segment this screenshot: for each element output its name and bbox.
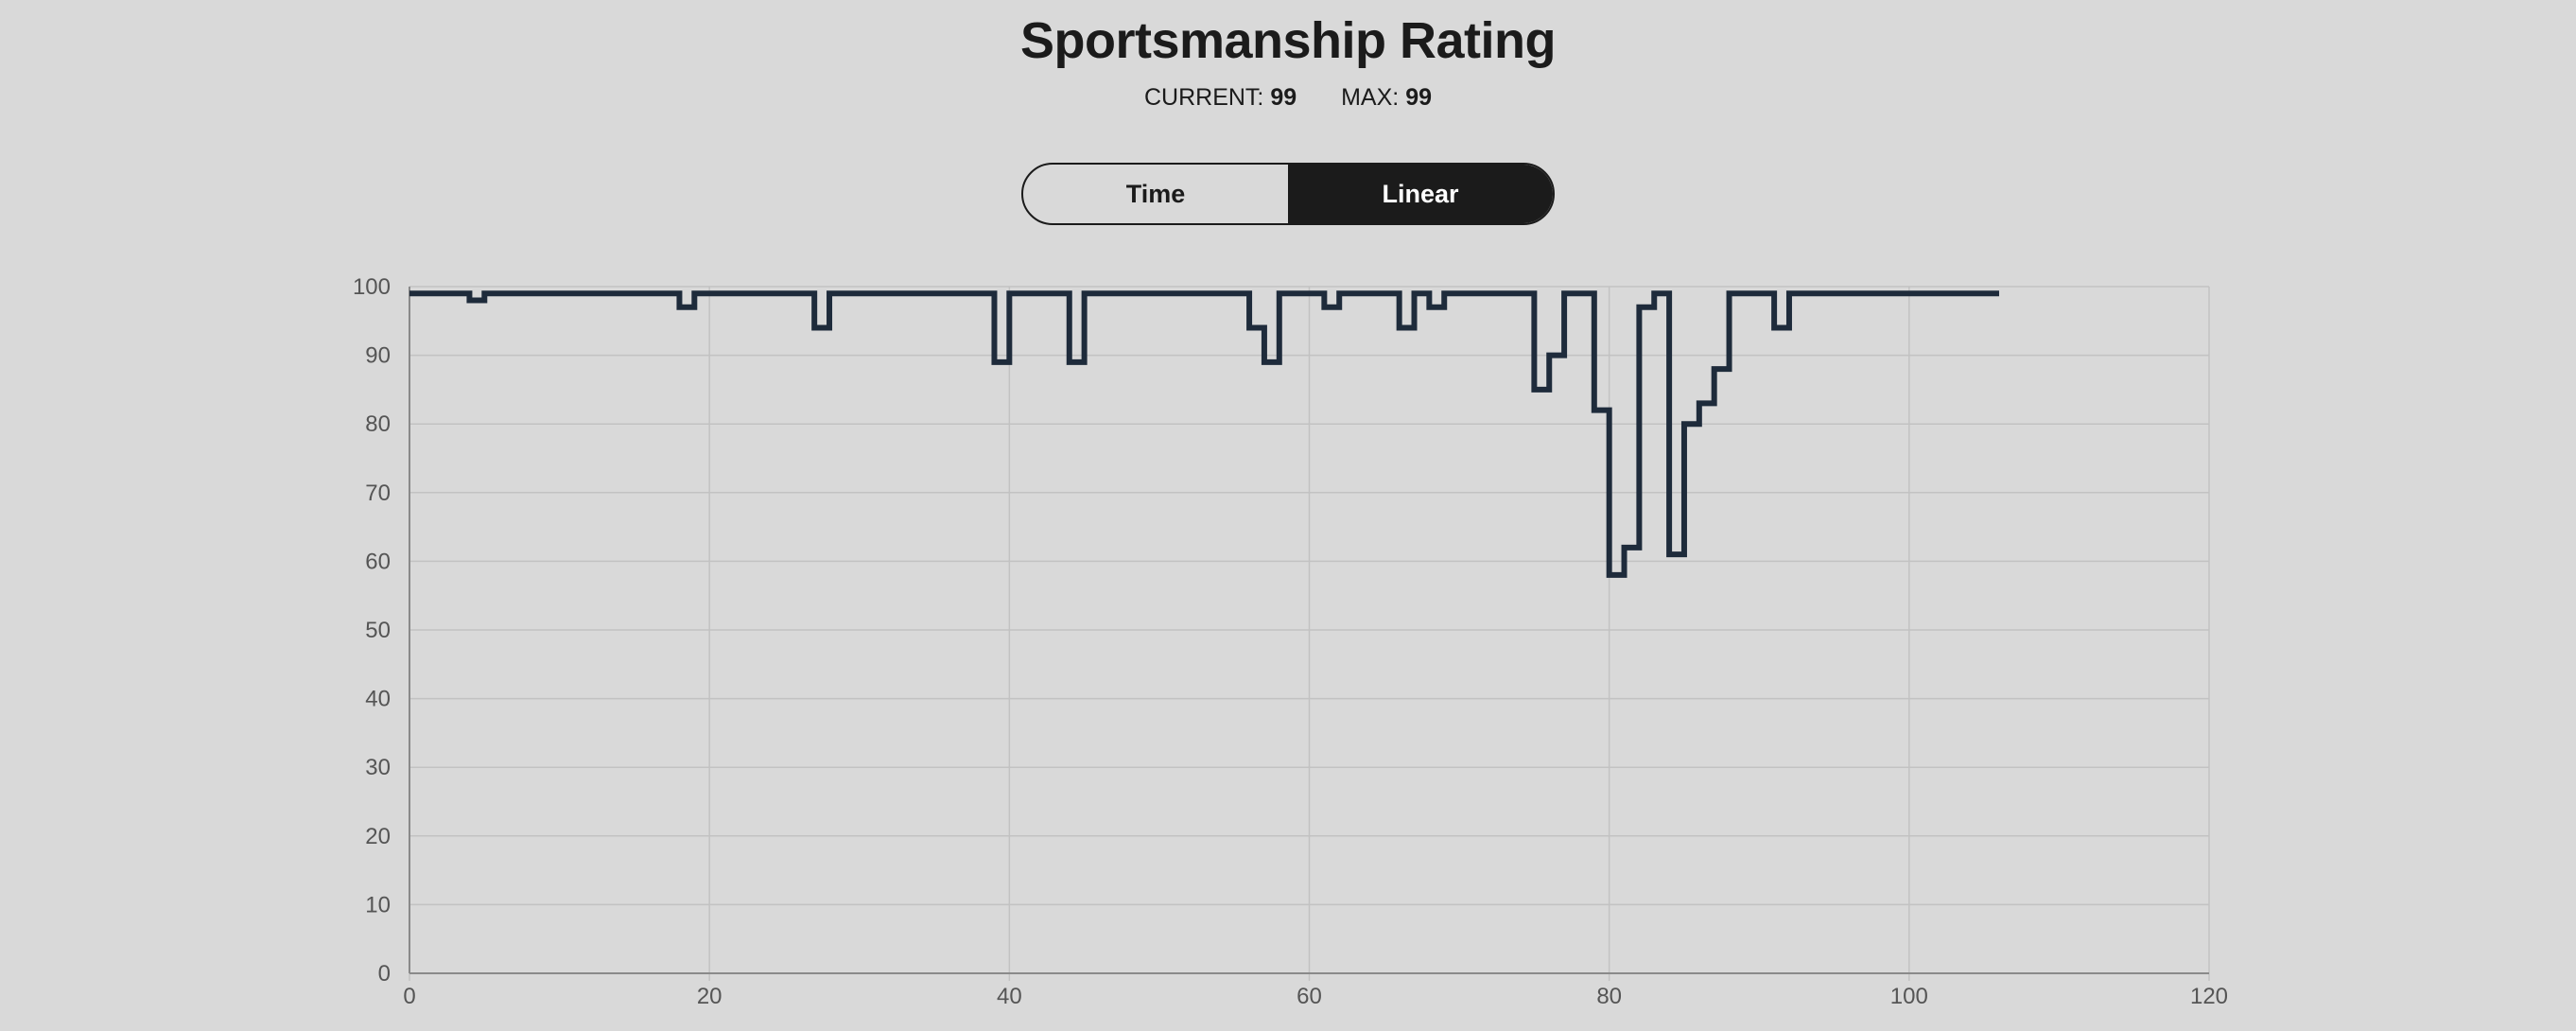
current-label: CURRENT: [1143,84,1264,111]
x-tick-label-100: 100 [1890,984,1928,1009]
max-stat: MAX: 99 [1341,81,1432,114]
toggle-time-button[interactable]: Time [1125,179,1186,208]
y-tick-label-90: 90 [365,343,391,369]
axis-mode-toggle: Time Linear [1021,163,1555,225]
x-tick-label-40: 40 [997,984,1022,1009]
max-label: MAX: [1341,84,1400,111]
x-tick-label-0: 0 [403,984,415,1009]
toggle-linear-button[interactable]: Linear [1288,165,1553,223]
x-tick-label-80: 80 [1596,984,1622,1009]
x-tick-label-20: 20 [697,984,722,1009]
current-stat: CURRENT: 99 [1144,81,1297,114]
y-tick-label-40: 40 [365,687,391,712]
y-tick-label-50: 50 [365,618,391,643]
tick-labels: 0 10 20 30 40 50 60 70 80 90 100 0 20 40 60 80 100 120 [353,274,2228,1009]
x-tick-label-120: 120 [2190,984,2228,1009]
y-tick-label-100: 100 [353,274,391,300]
x-tick-label-60: 60 [1297,984,1322,1009]
y-tick-label-70: 70 [365,481,391,506]
y-tick-label-30: 30 [365,755,391,780]
rating-stats: CURRENT: 99 MAX: 99 [0,81,2576,114]
grid-lines [409,286,2210,974]
max-value: 99 [1405,84,1432,111]
current-value: 99 [1270,84,1297,111]
y-tick-label-10: 10 [365,892,391,917]
page-title: Sportsmanship Rating [1019,12,1557,69]
series-line-0 [409,290,1999,578]
series-layer [409,290,1999,578]
y-tick-label-80: 80 [365,411,391,437]
axes [409,287,2210,981]
y-tick-label-0: 0 [378,961,391,987]
y-tick-label-20: 20 [365,824,391,849]
y-tick-label-60: 60 [365,549,391,574]
